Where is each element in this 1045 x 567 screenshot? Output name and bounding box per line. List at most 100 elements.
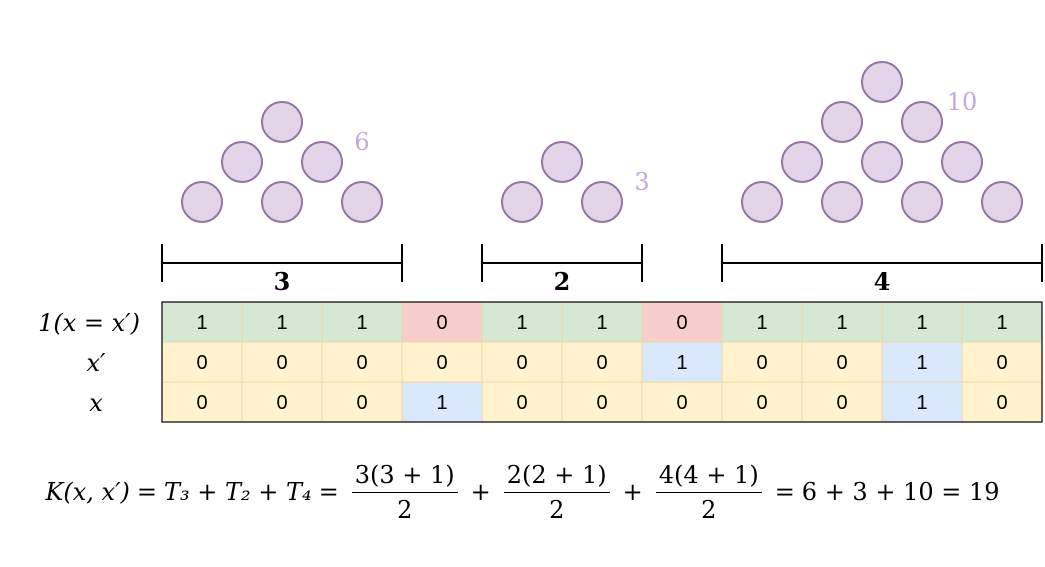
table-cell-value: 0 xyxy=(276,392,287,414)
table-cell-value: 0 xyxy=(756,352,767,374)
triangle-dot xyxy=(941,141,983,183)
row-label-x-prime: x′ xyxy=(87,349,107,377)
table-cell-value: 1 xyxy=(916,312,927,334)
fraction-1: 3(3 + 1) 2 xyxy=(351,461,458,524)
x-row: 0 0 0 1 0 0 0 0 0 1 0 xyxy=(161,381,1043,423)
triangle-dot xyxy=(261,101,303,143)
equals-sign: = xyxy=(136,478,158,506)
table-cell-value: 1 xyxy=(996,312,1007,334)
comparison-table: 1 1 1 0 1 1 0 1 1 1 1 0 0 0 0 0 0 1 0 0 1 0 0 0 0 1 0 0 0 0 0 1 0 xyxy=(161,301,1043,423)
triangle-count-label: 3 xyxy=(634,168,649,196)
triangle-dot xyxy=(581,181,623,223)
row-labels: 1(x = x′) x′ x xyxy=(38,309,140,417)
table-cell-value: 0 xyxy=(996,392,1007,414)
fraction-3-denominator: 2 xyxy=(701,495,717,524)
triangle-count-label: 10 xyxy=(947,88,978,116)
table-cell-value: 0 xyxy=(436,312,447,334)
table-cell xyxy=(161,341,243,383)
table-cell-value: 0 xyxy=(356,352,367,374)
table-cell-value: 1 xyxy=(436,392,447,414)
table-cell-value: 1 xyxy=(196,312,207,334)
triangle-dot xyxy=(261,181,303,223)
triangle-dot xyxy=(301,141,343,183)
group-brackets: 3 2 4 xyxy=(161,244,1043,296)
equals-sign: = xyxy=(318,478,339,506)
triangle-dot xyxy=(981,181,1023,223)
bracket-2: 2 xyxy=(481,244,643,296)
table-cell xyxy=(801,341,883,383)
table-cell xyxy=(481,301,563,343)
triangle-dot xyxy=(821,181,863,223)
table-cell xyxy=(801,301,883,343)
table-cell-value: 0 xyxy=(516,352,527,374)
table-cell-value: 1 xyxy=(756,312,767,334)
table-cell xyxy=(961,381,1043,423)
bracket-3: 4 xyxy=(721,244,1043,296)
triangle-dot xyxy=(821,101,863,143)
table-cell xyxy=(241,381,323,423)
fraction-2: 2(2 + 1) 2 xyxy=(503,461,610,524)
triangle-dot xyxy=(861,141,903,183)
table-cell xyxy=(161,301,243,343)
table-cell-value: 0 xyxy=(836,392,847,414)
table-cell-value: 0 xyxy=(436,352,447,374)
table-cell xyxy=(321,381,403,423)
table-cell xyxy=(561,381,643,423)
table-cell xyxy=(721,341,803,383)
kernel-formula: K(x, x′) = T₃ + T₂ + T₄ = 3(3 + 1) 2 + 2… xyxy=(0,452,1045,532)
table-cell-value: 1 xyxy=(356,312,367,334)
fraction-1-denominator: 2 xyxy=(397,495,413,524)
table-cell-value: 0 xyxy=(196,352,207,374)
fraction-2-denominator: 2 xyxy=(549,495,565,524)
table-cell xyxy=(481,381,563,423)
table-cell xyxy=(961,341,1043,383)
table-cell-value: 1 xyxy=(836,312,847,334)
fraction-1-numerator: 3(3 + 1) xyxy=(351,461,458,493)
triangle-dot xyxy=(901,181,943,223)
table-cell xyxy=(881,381,963,423)
bracket-1: 3 xyxy=(161,244,403,296)
triangle-dot xyxy=(221,141,263,183)
triangle-count-label: 6 xyxy=(354,128,369,156)
equals-sign: = xyxy=(774,478,795,506)
table-cell-value: 0 xyxy=(596,352,607,374)
triangle-1: 6 xyxy=(181,101,383,223)
triangle-dot xyxy=(541,141,583,183)
plus-sign: + xyxy=(622,478,643,506)
formula-result: 6 + 3 + 10 = 19 xyxy=(801,478,1000,506)
table-cell-value: 1 xyxy=(676,352,687,374)
table-cell-value: 1 xyxy=(596,312,607,334)
triangle-dot xyxy=(181,181,223,223)
triangle-dot xyxy=(781,141,823,183)
indicator-row: 1 1 1 0 1 1 0 1 1 1 1 xyxy=(161,301,1043,343)
table-cell-value: 1 xyxy=(916,392,927,414)
table-cell xyxy=(641,381,723,423)
table-cell xyxy=(561,341,643,383)
table-cell-value: 0 xyxy=(596,392,607,414)
fraction-2-numerator: 2(2 + 1) xyxy=(503,461,610,493)
triangle-dot xyxy=(741,181,783,223)
table-cell xyxy=(241,301,323,343)
row-label-x: x xyxy=(89,389,103,417)
table-cell xyxy=(961,301,1043,343)
x-prime-row: 0 0 0 0 0 0 1 0 0 1 0 xyxy=(161,341,1043,383)
table-cell-value: 0 xyxy=(356,392,367,414)
triangle-3: 10 xyxy=(741,61,1023,223)
triangle-dot xyxy=(501,181,543,223)
fraction-3-numerator: 4(4 + 1) xyxy=(655,461,762,493)
triangle-2: 3 xyxy=(501,141,650,223)
table-cell-value: 0 xyxy=(676,392,687,414)
table-cell-value: 1 xyxy=(916,352,927,374)
table-cell-value: 0 xyxy=(276,352,287,374)
group-length-label: 2 xyxy=(554,267,571,296)
table-cell-value: 0 xyxy=(196,392,207,414)
table-cell-value: 1 xyxy=(276,312,287,334)
table-cell xyxy=(321,301,403,343)
table-cell xyxy=(801,381,883,423)
formula-lhs: K(x, x′) xyxy=(45,478,130,506)
table-cell-value: 0 xyxy=(756,392,767,414)
fraction-3: 4(4 + 1) 2 xyxy=(655,461,762,524)
group-length-label: 3 xyxy=(274,267,291,296)
table-cell-value: 1 xyxy=(516,312,527,334)
table-cell-value: 0 xyxy=(676,312,687,334)
